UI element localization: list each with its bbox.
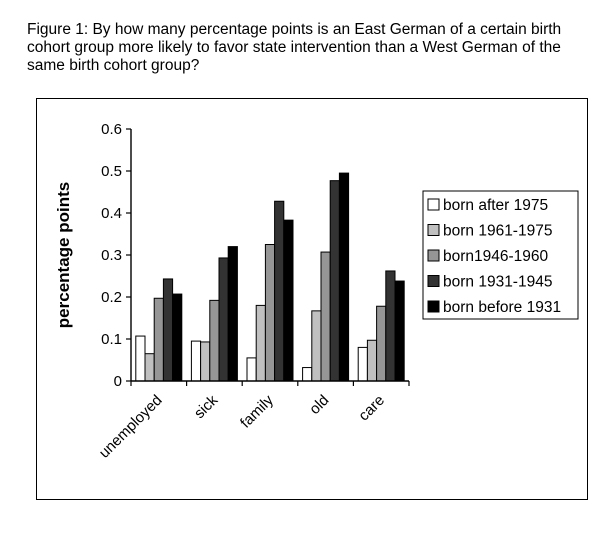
legend-box	[422, 190, 579, 320]
y-tick-label: 0.5	[101, 163, 122, 180]
category-label-care: care	[355, 392, 388, 425]
caption-line-1: Figure 1: By how many percentage points …	[27, 21, 562, 38]
legend-label-3: born1946-1960	[443, 248, 549, 265]
bar-unemployed-series-3	[153, 297, 164, 382]
bar-care-series-4	[385, 270, 396, 382]
legend-swatch-4	[427, 275, 440, 287]
bar-sick-series-1	[190, 340, 202, 382]
category-label-old: old	[306, 392, 332, 418]
bar-old-series-3	[320, 251, 331, 382]
legend-label-4: born 1931-1945	[443, 274, 552, 291]
legend-swatch-3	[427, 249, 440, 262]
legend-swatch-5	[427, 300, 440, 313]
bar-sick-series-5	[227, 246, 238, 382]
y-tick-label: 0.4	[101, 205, 122, 222]
bar-family-series-5	[283, 219, 294, 382]
caption-line-2: cohort group more likely to favor state …	[27, 39, 561, 56]
bar-family-series-4	[274, 200, 285, 382]
bar-care-series-2	[366, 339, 378, 382]
bar-old-series-5	[338, 172, 350, 382]
legend-swatch-1	[427, 198, 440, 211]
bar-care-series-1	[357, 346, 368, 382]
caption-line-3: same birth cohort group?	[27, 57, 200, 74]
bar-care-series-5	[394, 280, 405, 382]
legend-label-2: born 1961-1975	[443, 223, 552, 240]
bar-unemployed-series-2	[144, 353, 155, 382]
bar-unemployed-series-4	[162, 278, 174, 382]
bar-family-series-3	[264, 244, 276, 382]
bar-care-series-3	[376, 305, 387, 382]
bar-old-series-1	[302, 367, 313, 382]
category-label-sick: sick	[191, 391, 222, 422]
y-tick-label: 0.2	[101, 289, 122, 306]
bar-sick-series-2	[200, 341, 211, 382]
category-label-family: family	[237, 391, 277, 431]
y-tick-label: 0.3	[101, 247, 122, 264]
bar-old-series-4	[329, 180, 340, 382]
legend: born after 1975 born 1961-1975 born1946-19…	[422, 190, 579, 320]
bar-unemployed-series-1	[135, 335, 146, 382]
figure-caption: Figure 1: By how many percentage points …	[27, 21, 597, 75]
bar-family-series-1	[246, 357, 257, 382]
bar-sick-series-3	[209, 299, 220, 382]
y-tick-label: 0.1	[101, 331, 122, 348]
y-tick-label: 0	[114, 373, 122, 390]
axes-layer	[126, 128, 410, 386]
bars-layer	[135, 172, 405, 382]
bar-family-series-2	[255, 304, 266, 382]
y-axis-title: percentage points	[54, 182, 73, 328]
bar-sick-series-4	[218, 257, 229, 382]
legend-label-1: born after 1975	[443, 197, 548, 214]
category-label-unemployed: unemployed	[96, 392, 166, 462]
legend-label-5: born before 1931	[443, 299, 561, 316]
legend-swatch-2	[427, 224, 440, 236]
bar-old-series-2	[311, 310, 322, 382]
bar-unemployed-series-5	[172, 293, 183, 382]
chart-frame	[36, 98, 588, 500]
y-tick-label: 0.6	[101, 121, 122, 138]
